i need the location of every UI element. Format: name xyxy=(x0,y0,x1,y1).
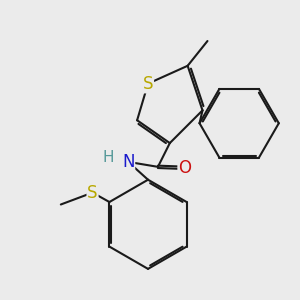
Text: S: S xyxy=(87,184,98,202)
Text: S: S xyxy=(143,75,153,93)
Text: H: H xyxy=(103,150,114,165)
Text: O: O xyxy=(178,159,191,177)
Text: N: N xyxy=(122,153,134,171)
